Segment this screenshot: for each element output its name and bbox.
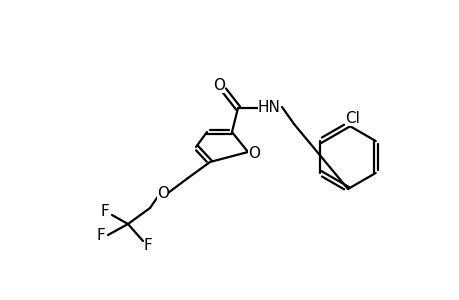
Text: F: F (143, 238, 152, 253)
Text: F: F (101, 203, 109, 218)
Text: O: O (157, 185, 168, 200)
Text: HN: HN (257, 100, 280, 115)
Text: Cl: Cl (345, 110, 360, 125)
Text: O: O (247, 146, 259, 160)
Text: F: F (96, 229, 105, 244)
Text: O: O (213, 77, 224, 92)
